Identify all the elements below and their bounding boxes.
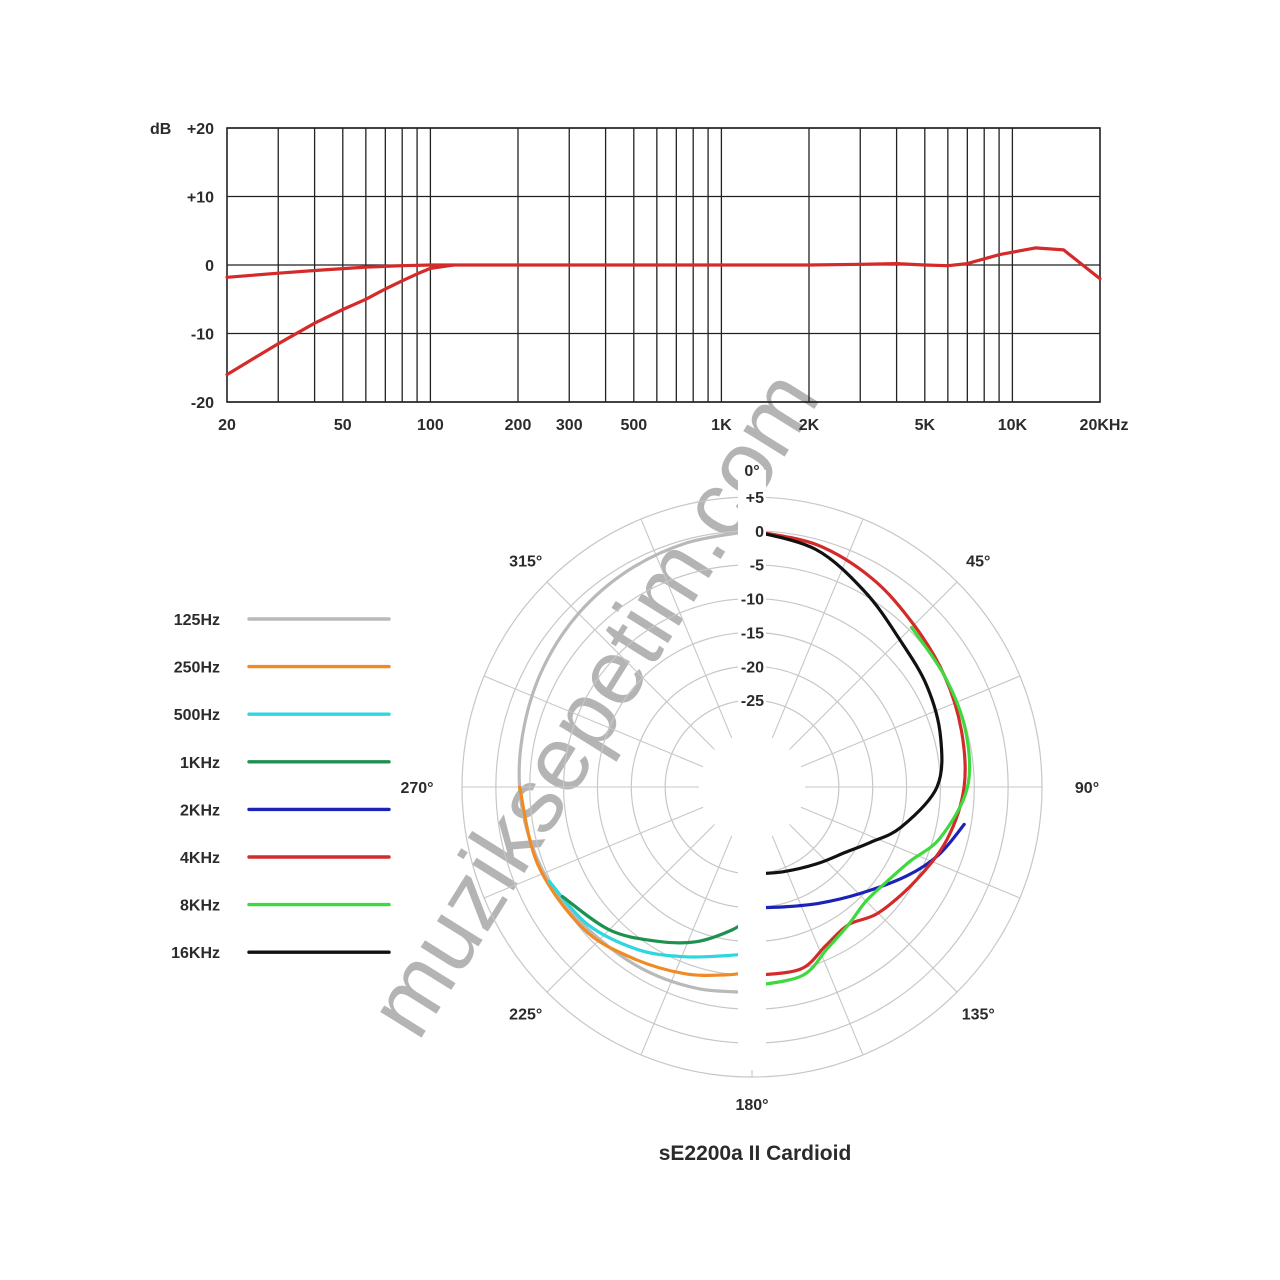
polar-grid-spoke [483,806,704,899]
legend-item: 1KHz [180,755,391,772]
frequency-x-tick-label: 2K [799,417,820,434]
legend-item: 250Hz [174,660,391,677]
legend-item: 500Hz [174,707,391,724]
frequency-y-tick-label: 0 [205,258,214,275]
polar-labels: +5 0 -5 -10 -15 -20 -25 0° 45° 90° 135° 180° 225° 270… [400,463,1099,1114]
polar-radial-tick-label: -10 [741,592,764,609]
legend-label: 500Hz [174,707,220,724]
legend: 125Hz 250Hz 500Hz 1KHz 2KHz 4KHz 8KHz 16KHz [171,612,391,962]
polar-grid-spoke [771,518,864,739]
frequency-x-tick-label: 200 [505,417,532,434]
frequency-x-tick-label: 10K [998,417,1028,434]
polar-angle-label: 90° [1075,780,1099,797]
polar-radial-tick-label: -5 [750,558,764,575]
polar-grid-spoke [546,581,715,750]
frequency-x-tick-label: 20 [218,417,236,434]
polar-grid-spoke [546,824,715,993]
legend-item: 8KHz [180,898,391,915]
polar-angle-label: 0° [744,463,759,480]
polar-angle-label: 45° [966,554,990,571]
legend-label: 250Hz [174,660,220,677]
polar-grid-spoke [789,824,958,993]
frequency-y-tick-label: -10 [191,327,214,344]
legend-label: 4KHz [180,850,220,867]
frequency-y-tick-label: +10 [187,190,214,207]
legend-item: 4KHz [180,850,391,867]
polar-radial-tick-label: +5 [746,490,764,507]
polar-radial-tick-label: -20 [741,659,764,676]
legend-label: 2KHz [180,802,220,819]
polar-pattern-chart: +5 0 -5 -10 -15 -20 -25 0° 45° 90° 135° 180° 225° 270… [400,463,1099,1165]
polar-grid-spoke [800,675,1021,768]
polar-grid-spoke [800,806,1021,899]
polar-grid-spoke [789,581,958,750]
polar-series-8khz [753,625,972,988]
polar-angle-label: 270° [400,780,433,797]
frequency-response-line [225,246,1102,281]
polar-grid-spoke [483,675,704,768]
polar-series-250hz [518,785,751,978]
polar-angle-label: 180° [735,1097,768,1114]
polar-center-gap [738,470,766,1070]
polar-radial-tick-label: -25 [741,693,764,710]
frequency-x-tick-label: 20KHz [1080,417,1129,434]
polar-series-2khz [752,822,966,910]
legend-item: 2KHz [180,802,391,819]
polar-series-500hz [547,879,751,959]
frequency-y-tick-label: +20 [187,121,214,138]
polar-series-1khz [560,894,752,945]
frequency-x-tick-label: 100 [417,417,444,434]
polar-radial-tick-label: 0 [755,524,764,541]
frequency-response-chart: +20 +10 0 -10 -20 dB 20 50 100 200 300 500 1K 2K 5K 10K… [150,121,1128,434]
legend-item: 125Hz [174,612,391,629]
frequency-y-axis-label: dB [150,121,171,138]
legend-item: 16KHz [171,945,391,962]
polar-chart-title: sE2200a II Cardioid [659,1142,852,1165]
legend-label: 16KHz [171,945,220,962]
legend-label: 8KHz [180,898,220,915]
polar-angle-label: 315° [509,554,542,571]
frequency-y-tick-label: -20 [191,395,214,412]
legend-label: 125Hz [174,612,220,629]
frequency-x-tick-label: 500 [620,417,647,434]
frequency-x-tick-label: 300 [556,417,583,434]
polar-angle-label: 225° [509,1006,542,1023]
polar-series [517,529,972,994]
legend-label: 1KHz [180,755,220,772]
frequency-x-tick-label: 5K [915,417,936,434]
polar-angle-label: 135° [962,1006,995,1023]
frequency-series [225,246,1102,377]
polar-series-125hz [517,529,754,994]
polar-radial-tick-label: -15 [741,625,764,642]
polar-grid-spoke [640,835,733,1056]
frequency-response-line [225,263,455,377]
frequency-labels: +20 +10 0 -10 -20 dB 20 50 100 200 300 500 1K 2K 5K 10K… [150,121,1128,434]
polar-grid-spoke [771,835,864,1056]
frequency-x-tick-label: 1K [711,417,732,434]
polar-series-16khz [750,529,944,876]
frequency-x-tick-label: 50 [334,417,352,434]
